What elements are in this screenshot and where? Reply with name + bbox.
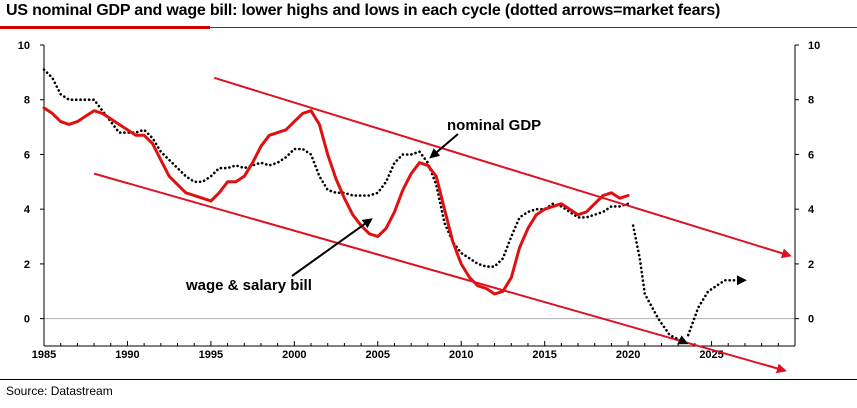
y-tick-label-left: 0: [24, 314, 30, 326]
series-layer: [42, 68, 630, 296]
x-tick-label: 2020: [616, 349, 640, 361]
y-tick-label-right: 10: [808, 40, 820, 52]
x-tick-label: 2005: [366, 349, 390, 361]
y-tick-label-right: 4: [808, 204, 815, 216]
y-tick-label-right: 0: [808, 314, 814, 326]
title-divider: [0, 27, 857, 28]
y-tick-label-left: 10: [18, 40, 30, 52]
x-tick-label: 2025: [699, 349, 723, 361]
wage-bill-line: [42, 106, 630, 296]
x-tick-label: 1990: [115, 349, 139, 361]
annotation-layer: nominal GDP wage & salary bill: [185, 117, 541, 294]
annotation-nominal-gdp-pointer: [429, 133, 459, 159]
market-fear-down-arrow: [631, 224, 689, 345]
y-tick-label-left: 4: [24, 204, 31, 216]
x-tick-label: 2015: [532, 349, 556, 361]
source-note: Source: Datastream: [6, 384, 113, 398]
title-accent-bar: [0, 26, 210, 29]
market-fear-up-arrow: [686, 275, 747, 337]
y-tick-label-left: 2: [24, 259, 30, 271]
y-tick-label-right: 8: [808, 95, 814, 107]
x-tick-label: 2010: [449, 349, 473, 361]
y-tick-label-left: 6: [24, 149, 30, 161]
nominal-gdp-line: [42, 68, 630, 268]
x-tick-label: 1995: [199, 349, 223, 361]
x-tick-label: 1985: [32, 349, 56, 361]
annotation-nominal-gdp: nominal GDP: [447, 117, 541, 134]
chart-canvas: 0 0 2 2 4 4 6 6 8 8 10 10 1985 1990 1995 2000 2005 2010 20…: [18, 40, 821, 374]
arrow-layer: [93, 76, 792, 374]
upper-trend-arrow: [213, 76, 792, 259]
chart-title: US nominal GDP and wage bill: lower high…: [6, 2, 721, 19]
y-tick-label-left: 8: [24, 95, 30, 107]
annotation-wage-salary-bill-pointer: [291, 218, 373, 277]
x-tick-label: 2000: [282, 349, 306, 361]
y-tick-label-right: 6: [808, 149, 814, 161]
y-tick-label-right: 2: [808, 259, 814, 271]
source-divider: [0, 379, 857, 380]
axes-group: 0 0 2 2 4 4 6 6 8 8 10 10 1985 1990 1995 2000 2005 2010 20…: [18, 40, 821, 361]
annotation-wage-salary-bill: wage & salary bill: [185, 277, 312, 294]
lower-trend-arrow: [93, 172, 787, 374]
